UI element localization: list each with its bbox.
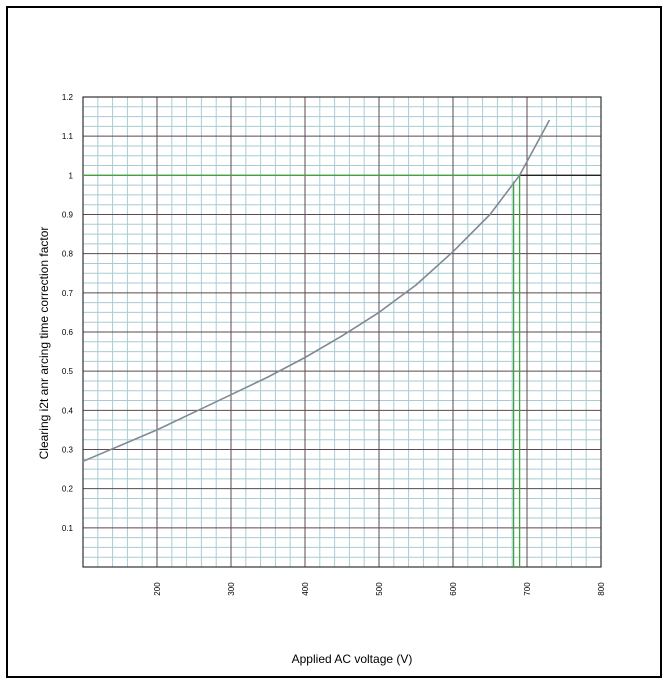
x-tick-label: 200 (153, 582, 162, 596)
series-point (548, 119, 550, 122)
series-point (452, 250, 454, 253)
series-point (193, 411, 195, 414)
series-point (230, 393, 232, 396)
series-curve (82, 120, 550, 463)
series-point (341, 335, 343, 337)
y-tick-label: 0.5 (62, 367, 74, 376)
x-tick-label: 600 (449, 582, 458, 596)
y-tick-label: 0.7 (62, 289, 74, 298)
x-tick-label: 400 (301, 582, 310, 596)
series-point (119, 444, 121, 447)
y-tick-label: 0.6 (62, 328, 74, 337)
series-point (489, 213, 491, 216)
y-tick-label: 1.2 (62, 93, 74, 102)
series-point (304, 356, 306, 359)
series-point (518, 174, 521, 177)
y-tick-label: 0.8 (62, 250, 74, 259)
plot-border (82, 96, 602, 568)
series-point (267, 376, 269, 378)
x-axis-label: Applied AC voltage (V) (291, 652, 413, 666)
series-point (156, 429, 158, 431)
y-tick-label: 0.1 (62, 524, 74, 533)
x-tick-label: 800 (597, 582, 606, 596)
series-point (378, 311, 380, 314)
y-tick-label: 1.1 (62, 132, 74, 141)
series-point (82, 460, 84, 463)
series-point (415, 284, 417, 286)
x-tick-label: 700 (523, 582, 532, 596)
x-tick-label: 300 (227, 582, 236, 596)
y-tick-label: 0.4 (62, 406, 74, 415)
y-tick-label: 0.3 (62, 446, 74, 455)
y-tick-label: 0.9 (62, 211, 74, 220)
y-tick-label: 1 (69, 171, 74, 180)
y-tick-label: 0.2 (62, 485, 74, 494)
x-tick-label: 500 (375, 582, 384, 596)
